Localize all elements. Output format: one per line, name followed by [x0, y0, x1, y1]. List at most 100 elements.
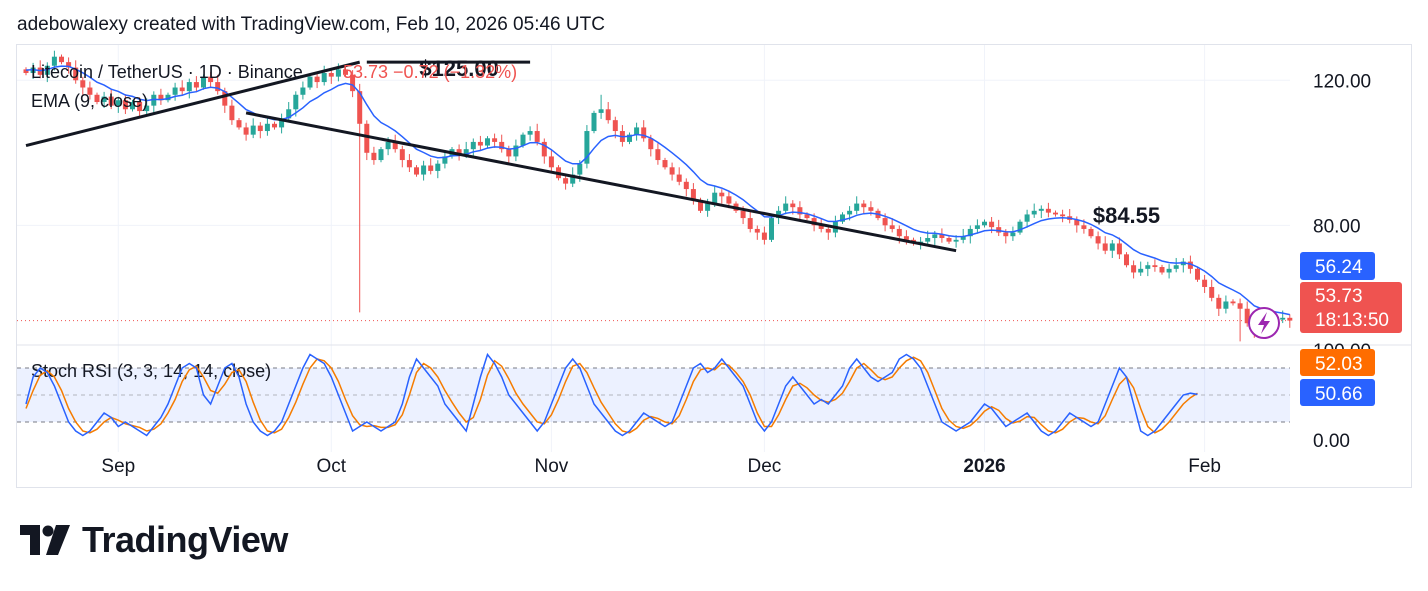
candle: [279, 113, 285, 134]
candle: [1166, 264, 1172, 279]
candle-body: [1003, 232, 1009, 237]
candle: [399, 145, 405, 168]
candle: [1195, 266, 1200, 282]
candle-body: [442, 156, 448, 164]
candle-body: [1195, 268, 1200, 280]
candle-body: [1081, 225, 1087, 229]
candle-body: [847, 210, 853, 215]
candle: [1202, 275, 1208, 293]
candle: [137, 97, 143, 118]
candle: [158, 88, 164, 105]
candle-body: [1187, 261, 1193, 269]
candle-body: [541, 141, 547, 157]
candle-body: [51, 56, 57, 66]
candle-body: [882, 218, 888, 226]
candle: [406, 154, 412, 173]
stoch-d-badge: 52.03: [1300, 349, 1375, 376]
candle: [470, 138, 476, 157]
candle: [527, 126, 533, 141]
candle-body: [1017, 221, 1023, 233]
candle: [477, 135, 483, 151]
candle: [584, 125, 590, 169]
candle-body: [761, 232, 767, 240]
candle: [797, 201, 803, 220]
candle-body: [982, 221, 987, 226]
candle-body: [804, 214, 810, 219]
candle: [683, 178, 689, 197]
candle: [229, 99, 235, 125]
price-axis: 120.00 80.00: [1313, 71, 1371, 237]
candle-body: [186, 82, 192, 92]
ema-badge-bg: [1300, 252, 1375, 280]
candle-body: [243, 127, 249, 135]
candle: [754, 225, 760, 240]
candle-body: [477, 141, 483, 146]
candle: [1124, 252, 1129, 268]
candle: [974, 219, 980, 234]
candle-body: [1173, 265, 1179, 269]
candle: [108, 89, 114, 110]
tradingview-logo[interactable]: TradingView: [20, 519, 288, 560]
candle-body: [641, 127, 647, 139]
candle-body: [193, 82, 199, 88]
candle-body: [456, 149, 462, 155]
candle-body: [840, 214, 845, 222]
candle: [1109, 240, 1115, 258]
candle-body: [470, 141, 476, 150]
candle-body: [627, 134, 632, 142]
candle: [996, 219, 1002, 237]
candle-body: [825, 228, 831, 233]
candle-body: [101, 96, 107, 103]
candle-body: [783, 203, 789, 211]
symbol-title: Litecoin / TetherUS · 1D · Binance: [31, 62, 303, 82]
candle-body: [527, 131, 533, 135]
candle-body: [1287, 317, 1293, 321]
last-price-badge: 53.73 18:13:50: [1300, 282, 1402, 333]
candle: [307, 74, 313, 90]
candle-body: [215, 82, 221, 92]
price-change-readout: 53.73 −0.72 (−1.32%): [343, 62, 517, 82]
candle: [115, 96, 121, 113]
candle-body: [222, 91, 228, 106]
candle-body: [1088, 228, 1094, 237]
candle: [172, 82, 178, 101]
candle-body: [122, 100, 128, 110]
candle: [364, 120, 370, 161]
candle: [534, 123, 540, 146]
candle: [655, 143, 661, 165]
candle-body: [264, 123, 270, 132]
candle-body: [1244, 308, 1250, 324]
candle-body: [1152, 265, 1158, 268]
lightning-icon[interactable]: [1248, 307, 1280, 339]
countdown-value: 18:13:50: [1315, 310, 1389, 331]
candle-body: [23, 69, 29, 74]
candle: [1024, 209, 1030, 228]
candle-body: [520, 134, 526, 146]
candle: [641, 120, 647, 142]
ema-legend: EMA (9, close): [31, 91, 148, 111]
candle-body: [385, 141, 391, 150]
candle: [286, 102, 292, 122]
stoch-d-badge-bg: [1300, 349, 1375, 376]
candle: [1131, 260, 1137, 279]
ema-line: [25, 65, 1290, 316]
candle-body: [747, 218, 753, 229]
stoch-d-badge-value: 52.03: [1315, 354, 1363, 375]
candle-body: [1010, 232, 1016, 237]
candle-body: [548, 156, 554, 168]
candle: [1010, 226, 1016, 241]
candle: [676, 167, 682, 186]
candle-body: [861, 203, 867, 208]
candle: [669, 162, 675, 181]
time-tick-label: Nov: [535, 456, 569, 477]
candle: [1287, 314, 1293, 328]
candle: [23, 67, 29, 76]
candle: [264, 117, 270, 136]
price-tick-label: 120.00: [1313, 71, 1371, 92]
candle: [861, 200, 867, 215]
candle-body: [414, 167, 419, 175]
candle-body: [428, 165, 434, 171]
candle: [350, 70, 356, 98]
chart-frame[interactable]: [16, 44, 1412, 488]
